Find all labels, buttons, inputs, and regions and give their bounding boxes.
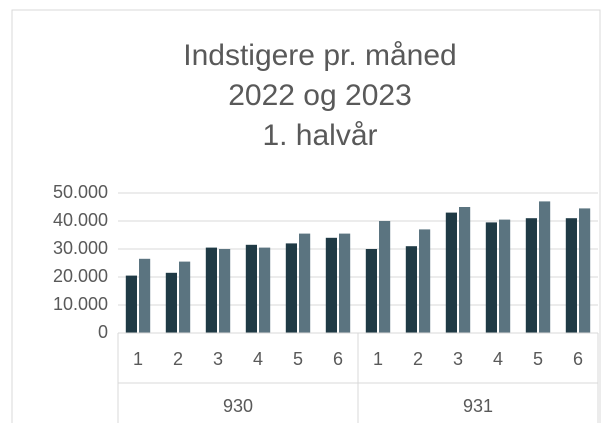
bar	[339, 233, 351, 333]
bar	[405, 246, 417, 333]
x-tick-label: 1	[373, 349, 383, 369]
x-tick-label: 6	[573, 349, 583, 369]
bar	[245, 244, 257, 333]
bar	[579, 208, 591, 333]
x-tick-label: 4	[253, 349, 263, 369]
bar	[165, 272, 177, 333]
y-tick-label: 30.000	[53, 238, 108, 258]
y-tick-label: 10.000	[53, 294, 108, 314]
bar	[445, 212, 457, 333]
bar	[179, 261, 191, 333]
x-tick-label: 6	[333, 349, 343, 369]
x-tick-label: 3	[453, 349, 463, 369]
bar	[125, 275, 137, 333]
bar	[539, 201, 551, 333]
bar	[379, 221, 391, 333]
bar	[565, 218, 577, 333]
chart-border	[11, 9, 601, 428]
bar	[299, 233, 311, 333]
bar	[285, 243, 297, 333]
x-tick-label: 3	[213, 349, 223, 369]
y-tick-label: 50.000	[53, 182, 108, 202]
y-tick-label: 20.000	[53, 266, 108, 286]
chart-title: 2022 og 2023	[228, 79, 412, 112]
y-tick-label: 40.000	[53, 210, 108, 230]
bar	[259, 247, 271, 333]
bar	[139, 258, 151, 333]
group-label: 930	[223, 396, 253, 416]
x-tick-label: 2	[413, 349, 423, 369]
x-tick-label: 5	[293, 349, 303, 369]
bar	[485, 222, 497, 333]
bar	[419, 229, 431, 333]
x-tick-label: 1	[133, 349, 143, 369]
bar	[499, 219, 511, 333]
bar	[525, 218, 537, 333]
bar	[219, 249, 231, 333]
chart-title: Indstigere pr. måned	[183, 39, 457, 72]
bar	[459, 207, 471, 333]
x-tick-label: 2	[173, 349, 183, 369]
bar	[205, 247, 217, 333]
y-tick-label: 0	[98, 322, 108, 342]
x-tick-label: 4	[493, 349, 503, 369]
chart-title: 1. halvår	[262, 119, 377, 152]
bar	[365, 249, 377, 333]
group-label: 931	[463, 396, 493, 416]
x-tick-label: 5	[533, 349, 543, 369]
bar	[325, 237, 337, 333]
